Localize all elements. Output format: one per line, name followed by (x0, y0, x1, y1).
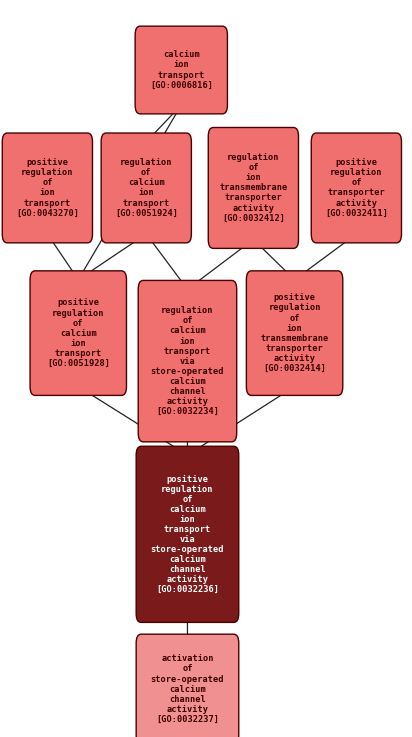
Text: positive
regulation
of
ion
transport
[GO:0043270]: positive regulation of ion transport [GO… (16, 158, 79, 217)
FancyBboxPatch shape (2, 133, 92, 243)
FancyBboxPatch shape (135, 27, 227, 114)
Text: regulation
of
calcium
ion
transport
via
store-operated
calcium
channel
activity
: regulation of calcium ion transport via … (151, 307, 224, 416)
FancyBboxPatch shape (138, 281, 236, 442)
Text: positive
regulation
of
transporter
activity
[GO:0032411]: positive regulation of transporter activ… (325, 158, 388, 217)
Text: calcium
ion
transport
[GO:0006816]: calcium ion transport [GO:0006816] (150, 50, 213, 90)
Text: positive
regulation
of
ion
transmembrane
transporter
activity
[GO:0032414]: positive regulation of ion transmembrane… (260, 293, 329, 373)
FancyBboxPatch shape (136, 446, 239, 622)
FancyBboxPatch shape (101, 133, 191, 243)
FancyBboxPatch shape (311, 133, 401, 243)
Text: positive
regulation
of
calcium
ion
transport
via
store-operated
calcium
channel
: positive regulation of calcium ion trans… (151, 475, 224, 594)
Text: regulation
of
ion
transmembrane
transporter
activity
[GO:0032412]: regulation of ion transmembrane transpor… (219, 153, 288, 223)
FancyBboxPatch shape (208, 128, 298, 248)
Text: positive
regulation
of
calcium
ion
transport
[GO:0051928]: positive regulation of calcium ion trans… (47, 298, 110, 368)
FancyBboxPatch shape (136, 634, 239, 737)
FancyBboxPatch shape (30, 271, 126, 395)
Text: regulation
of
calcium
ion
transport
[GO:0051924]: regulation of calcium ion transport [GO:… (115, 158, 178, 217)
Text: activation
of
store-operated
calcium
channel
activity
[GO:0032237]: activation of store-operated calcium cha… (151, 654, 224, 724)
FancyBboxPatch shape (246, 271, 343, 395)
